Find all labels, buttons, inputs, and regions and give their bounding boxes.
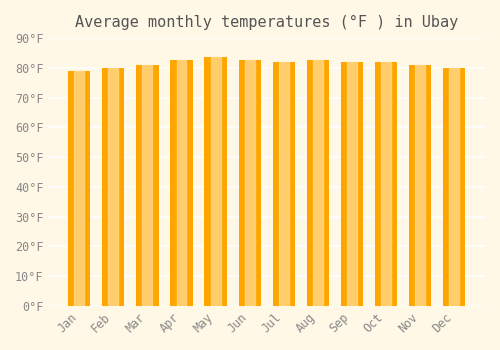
Bar	[210, 57, 220, 306]
Bar	[108, 68, 118, 306]
Bar	[306, 60, 329, 306]
Bar	[381, 62, 391, 306]
Bar	[347, 62, 357, 306]
Bar	[278, 62, 288, 306]
Bar	[443, 68, 465, 306]
Bar	[74, 71, 85, 306]
Bar	[244, 60, 254, 306]
Bar	[449, 68, 459, 306]
Bar	[375, 62, 397, 306]
Bar	[409, 65, 431, 306]
Bar	[272, 62, 295, 306]
Bar	[142, 65, 152, 306]
Bar	[238, 60, 260, 306]
Bar	[176, 60, 186, 306]
Bar	[204, 57, 227, 306]
Title: Average monthly temperatures (°F ) in Ubay: Average monthly temperatures (°F ) in Ub…	[75, 15, 458, 30]
Bar	[68, 71, 90, 306]
Bar	[170, 60, 192, 306]
Bar	[341, 62, 363, 306]
Bar	[313, 60, 323, 306]
Bar	[102, 68, 124, 306]
Bar	[415, 65, 425, 306]
Bar	[136, 65, 158, 306]
